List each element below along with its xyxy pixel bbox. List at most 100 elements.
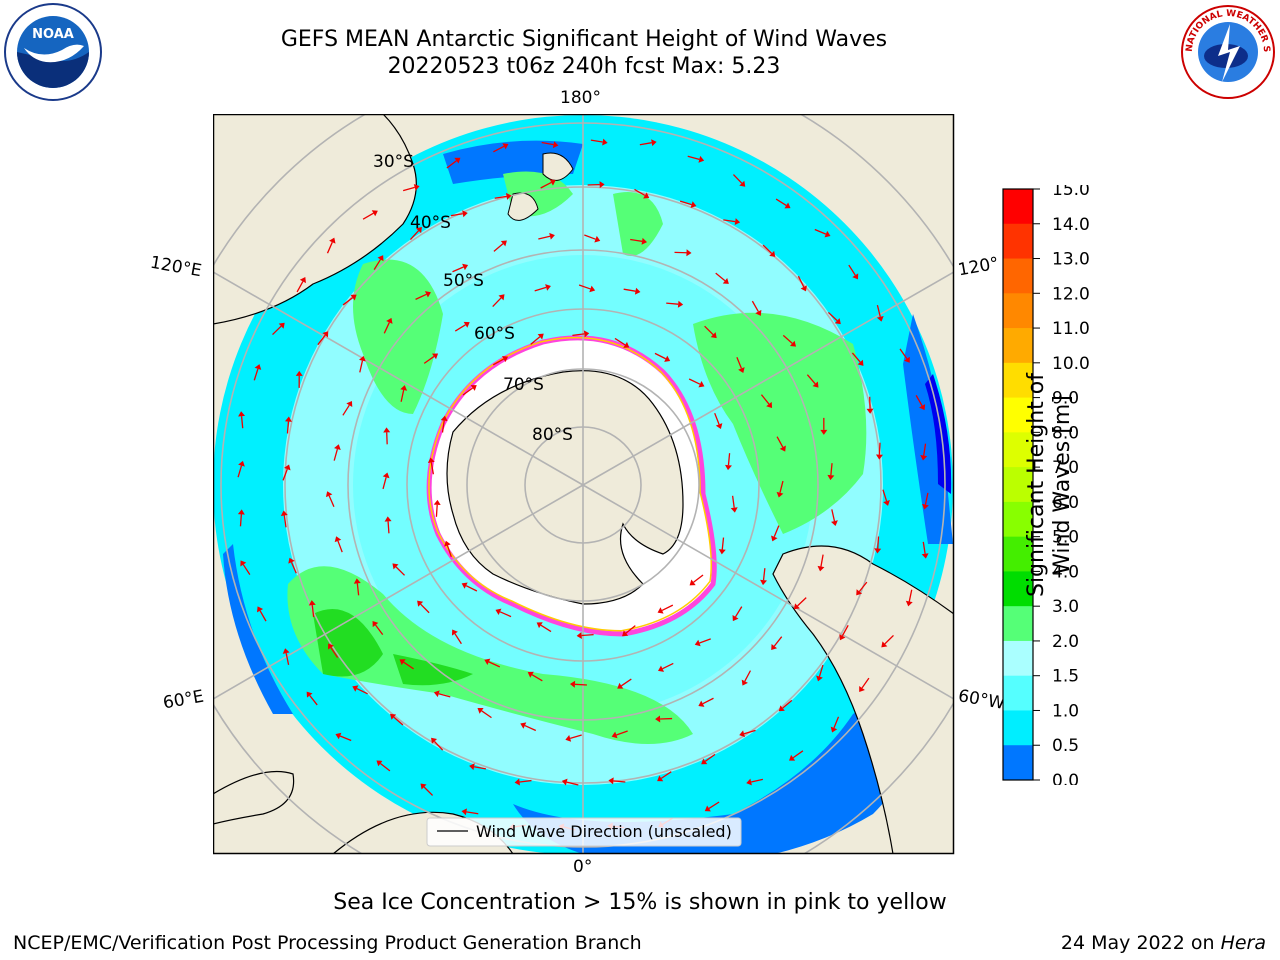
wave-arrow-head [565,734,572,742]
wave-arrow-head [413,184,420,191]
footer-branch: NCEP/EMC/Verification Post Processing Pr… [13,932,642,954]
wave-arrow-shaft [373,259,382,270]
wave-arrow-shaft [762,568,766,581]
wave-arrow-head [284,416,292,422]
wave-arrow-head [746,778,752,786]
wave-arrow-shaft [420,603,430,614]
wave-arrow-shaft [454,324,466,332]
chart-subtitle: 20220523 t06z 240h fcst Max: 5.23 [387,54,781,79]
wave-arrow-head [698,155,705,163]
colorbar-block [1003,328,1033,364]
colorbar-block [1003,606,1033,642]
wave-arrow-head [789,754,796,761]
wave-arrow-shaft [721,537,725,550]
wave-arrow-head [308,600,316,606]
wave-arrow-head [514,778,520,786]
wave-arrow-head [793,603,800,610]
colorbar-tick-label: 4.0 [1052,562,1079,582]
wave-arrow-head [778,705,785,712]
wave-arrow-head [698,381,705,388]
wave-arrow-shaft [923,443,927,456]
wave-arrow-shaft [877,536,880,549]
wave-arrow-head [424,291,431,298]
wave-arrow-head [359,355,366,362]
wave-arrow-shaft [430,462,435,475]
wave-arrow-head [352,685,359,692]
wave-arrow-shaft [848,264,856,276]
wave-arrow-shaft [831,509,836,522]
wave-arrow-shaft [731,495,735,508]
wave-arrow-head [552,141,559,149]
colorbar-tick-label: 7.0 [1052,458,1079,478]
colorbar-block [1003,293,1033,329]
wave-arrow-shaft [393,716,404,726]
wave-arrow-shaft [625,625,636,634]
wave-arrow-head [920,455,928,461]
wave-arrow-shaft [590,139,603,143]
wave-arrow-shaft [878,442,881,455]
colorbar: 15.0 14.0 13.0 12.0 11.0 10.0 9.0 8.0 7.0 6.0 5.0 4… [1002,185,1090,785]
wave-arrow-shaft [714,412,720,425]
wave-arrow-head [382,472,390,479]
wave-arrow-shaft [775,198,787,206]
wave-arrow-shaft [841,625,849,637]
wave-arrow-shaft [285,652,290,665]
wave-arrow-shaft [634,188,646,197]
wave-arrow-shaft [654,352,666,360]
wave-arrow-shaft [326,241,333,254]
wave-arrow-shaft [519,779,532,783]
wave-arrow-head [800,285,807,292]
lon-label-60e: 60°E [161,686,206,714]
wave-arrow-shaft [311,605,315,618]
lon-label-120e: 120°E [148,252,204,282]
peak-wave-patch [393,654,473,686]
wave-arrow-head [732,615,739,622]
high-wave-patch [287,566,693,744]
colorbar-block [1003,258,1033,294]
wave-arrow-shaft [462,387,474,396]
colorbar-tick-label: 14.0 [1052,215,1090,235]
colorbar-tick-label: 9.0 [1052,389,1079,409]
wave-arrow-shaft [492,358,505,366]
wave-arrow-head [839,634,846,641]
wave-arrow-shaft [473,766,487,770]
wave-arrow-shaft [782,699,793,709]
wave-arrow-head [831,520,838,526]
wave-arrow-head [658,665,665,672]
wave-arrow-shaft [820,554,824,567]
wave-arrow-head [335,732,342,740]
wave-arrow-shaft [915,395,923,407]
wave-arrow-shaft [317,334,326,346]
wave-arrow-head [278,322,285,329]
colorbar-tick-label: 2.0 [1052,632,1079,652]
colorbar-tick-label: 3.0 [1052,597,1079,617]
wave-arrow-head [784,202,791,209]
wave-arrow-head [689,579,696,586]
colorbar-tick-label: 1.0 [1052,701,1079,721]
wave-arrow-head [461,582,468,589]
wave-arrow-head [549,232,555,240]
footer-machine: Hera [1220,932,1266,954]
colorbar-frame [1002,188,1034,781]
wave-arrow-shaft [876,304,881,317]
wave-arrow-head [611,731,618,739]
colorbar-tick-label: 13.0 [1052,250,1090,270]
wave-arrow-head [634,287,641,295]
wave-arrow-shaft [851,352,861,363]
wave-arrow-head [904,356,910,363]
wave-arrow-shaft [415,293,427,300]
wave-arrow-shaft [356,688,368,695]
wave-arrow-shaft [760,394,770,405]
wave-arrow-shaft [499,611,512,618]
wave-arrow-shaft [704,753,716,762]
wave-arrow-head [760,579,768,586]
wave-arrow-head [905,600,913,607]
wave-arrow-shaft [744,670,752,682]
wave-arrow-shaft [666,302,679,305]
wave-arrow-shaft [488,661,501,668]
wave-arrow-head [288,557,295,564]
wave-arrow-head [583,330,590,338]
wave-arrow-shaft [423,355,435,364]
wave-arrow-shaft [639,142,652,146]
wave-arrow-shaft [736,357,743,369]
